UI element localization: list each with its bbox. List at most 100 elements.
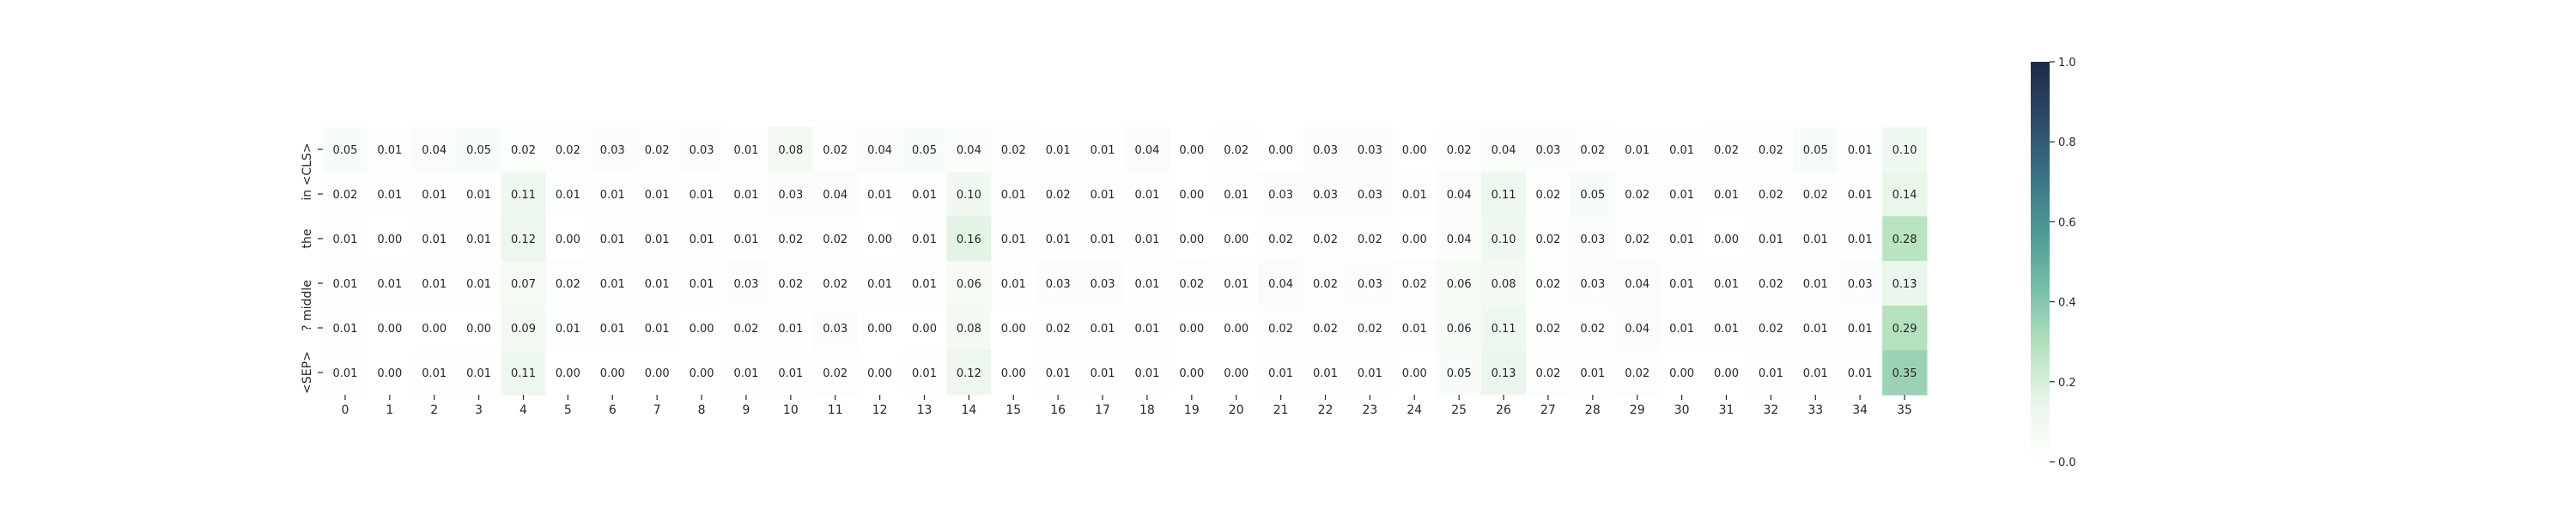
heatmap-cell-r2-c34 [1838,216,1883,262]
heatmap-cell-r0-c26 [1481,127,1527,173]
heatmap-cell-r2-c29 [1614,216,1661,262]
cell-value-label: 0.01 [1313,367,1338,380]
heatmap-cell-r5-c22 [1303,350,1348,396]
heatmap-cell-r3-c11 [812,261,859,306]
heatmap-cell-r1-c23 [1347,172,1393,217]
cell-value-label: 0.01 [733,144,758,157]
heatmap-cell-r4-c2 [411,306,458,351]
heatmap-cell-r4-c16 [1036,306,1081,351]
heatmap-cell-r0-c31 [1704,127,1749,173]
heatmap-cell-r3-c17 [1080,261,1126,306]
x-tick-label: 31 [1719,403,1735,417]
x-tick-label: 11 [828,403,843,417]
heatmap-cell-r4-c9 [724,306,769,351]
cell-value-label: 0.02 [823,367,848,380]
heatmap-cell-r5-c27 [1526,350,1571,396]
heatmap-cell-r5-c6 [590,350,635,396]
cell-value-label: 0.03 [733,278,758,291]
heatmap-cell-r4-c10 [768,306,814,351]
cell-value-label: 0.01 [1091,367,1115,380]
colorbar-gradient [2031,62,2050,462]
heatmap-cell-r0-c4 [501,127,546,173]
heatmap-cell-r5-c19 [1169,350,1215,396]
heatmap-cell-r1-c26 [1481,172,1527,217]
cell-value-label: 0.02 [1759,144,1783,157]
heatmap-cell-r1-c24 [1392,172,1437,217]
cell-value-label: 0.01 [466,367,491,380]
colorbar: 0.0 0.2 0.4 0.6 0.8 1.0 [2031,57,2076,470]
cell-value-label: 0.01 [912,278,937,291]
heatmap-cell-r4-c0 [323,306,368,351]
heatmap-cell-r3-c13 [902,261,947,306]
heatmap-cell-r1-c7 [635,172,680,217]
cell-value-label: 0.02 [1535,189,1560,202]
heatmap-cell-r2-c12 [857,216,903,262]
cell-value-label: 0.04 [1492,144,1516,157]
cell-value-label: 0.00 [1402,367,1427,380]
heatmap-cell-r5-c11 [812,350,859,396]
heatmap-cell-r5-c3 [456,350,502,396]
heatmap-cell-r3-c25 [1437,261,1482,306]
heatmap-cell-r3-c22 [1303,261,1348,306]
cell-value-label: 0.02 [1402,278,1427,291]
heatmap-cell-r0-c29 [1614,127,1661,173]
heatmap-cell-r4-c7 [635,306,680,351]
cell-value-label: 0.01 [733,189,758,202]
cell-value-label: 0.01 [332,278,357,291]
cell-value-label: 0.01 [1848,189,1873,202]
heatmap-cell-r5-c32 [1748,350,1794,396]
cell-value-label: 0.00 [1179,367,1204,380]
heatmap-cell-r2-c5 [545,216,591,262]
cell-value-label: 0.04 [1134,144,1159,157]
x-tick-label: 24 [1406,403,1422,417]
cell-value-label: 0.01 [867,189,892,202]
heatmap-cell-r1-c19 [1169,172,1215,217]
heatmap-cell-r5-c20 [1213,350,1260,396]
x-tick-label: 26 [1496,403,1511,417]
cell-value-label: 0.00 [377,323,402,336]
heatmap-cell-r2-c26 [1481,216,1527,262]
heatmap-cell-r4-c12 [857,306,903,351]
heatmap-cell-r5-c31 [1704,350,1749,396]
x-tick-label: 6 [609,403,617,417]
heatmap-cell-r0-c20 [1213,127,1260,173]
heatmap-cell-r0-c33 [1793,127,1838,173]
cell-value-label: 0.01 [1001,189,1026,202]
x-tick-label: 35 [1897,403,1912,417]
heatmap-cell-r0-c17 [1080,127,1126,173]
cell-value-label: 0.06 [1447,323,1472,336]
heatmap-cell-r2-c11 [812,216,859,262]
cell-value-label: 0.05 [1580,189,1605,202]
heatmap-cell-r5-c9 [724,350,769,396]
cell-value-label: 0.04 [1625,323,1649,336]
cell-value-label: 0.01 [778,367,803,380]
cell-value-label: 0.01 [1091,189,1115,202]
cell-value-label: 0.00 [1714,233,1739,246]
cell-value-label: 0.02 [556,144,580,157]
heatmap-cell-r3-c30 [1659,261,1705,306]
x-tick-label: 1 [386,403,393,417]
cell-value-label: 0.00 [1224,233,1249,246]
heatmap-cell-r3-c4 [501,261,546,306]
heatmap-cell-r3-c24 [1392,261,1437,306]
heatmap-cell-r1-c9 [724,172,769,217]
cell-value-label: 0.00 [645,367,670,380]
cell-value-label: 0.08 [1492,278,1516,291]
cell-value-label: 0.02 [1313,323,1338,336]
cell-value-label: 0.01 [600,323,625,336]
cell-value-label: 0.01 [1134,323,1159,336]
x-tick-label: 5 [564,403,572,417]
heatmap-cell-r4-c4 [501,306,546,351]
cell-value-label: 0.00 [1268,144,1293,157]
heatmap-cell-r3-c32 [1748,261,1794,306]
cell-value-label: 0.03 [1358,144,1382,157]
heatmap-cell-r5-c28 [1570,350,1616,396]
heatmap-cell-r5-c8 [679,350,725,396]
heatmap-cell-r4-c6 [590,306,635,351]
cell-value-label: 0.01 [377,189,402,202]
cell-value-label: 0.09 [511,323,536,336]
colorbar-tick-label: 0.2 [2058,377,2076,390]
heatmap-cell-r4-c33 [1793,306,1838,351]
heatmap-cell-r1-c3 [456,172,502,217]
heatmap-cell-r3-c29 [1614,261,1661,306]
